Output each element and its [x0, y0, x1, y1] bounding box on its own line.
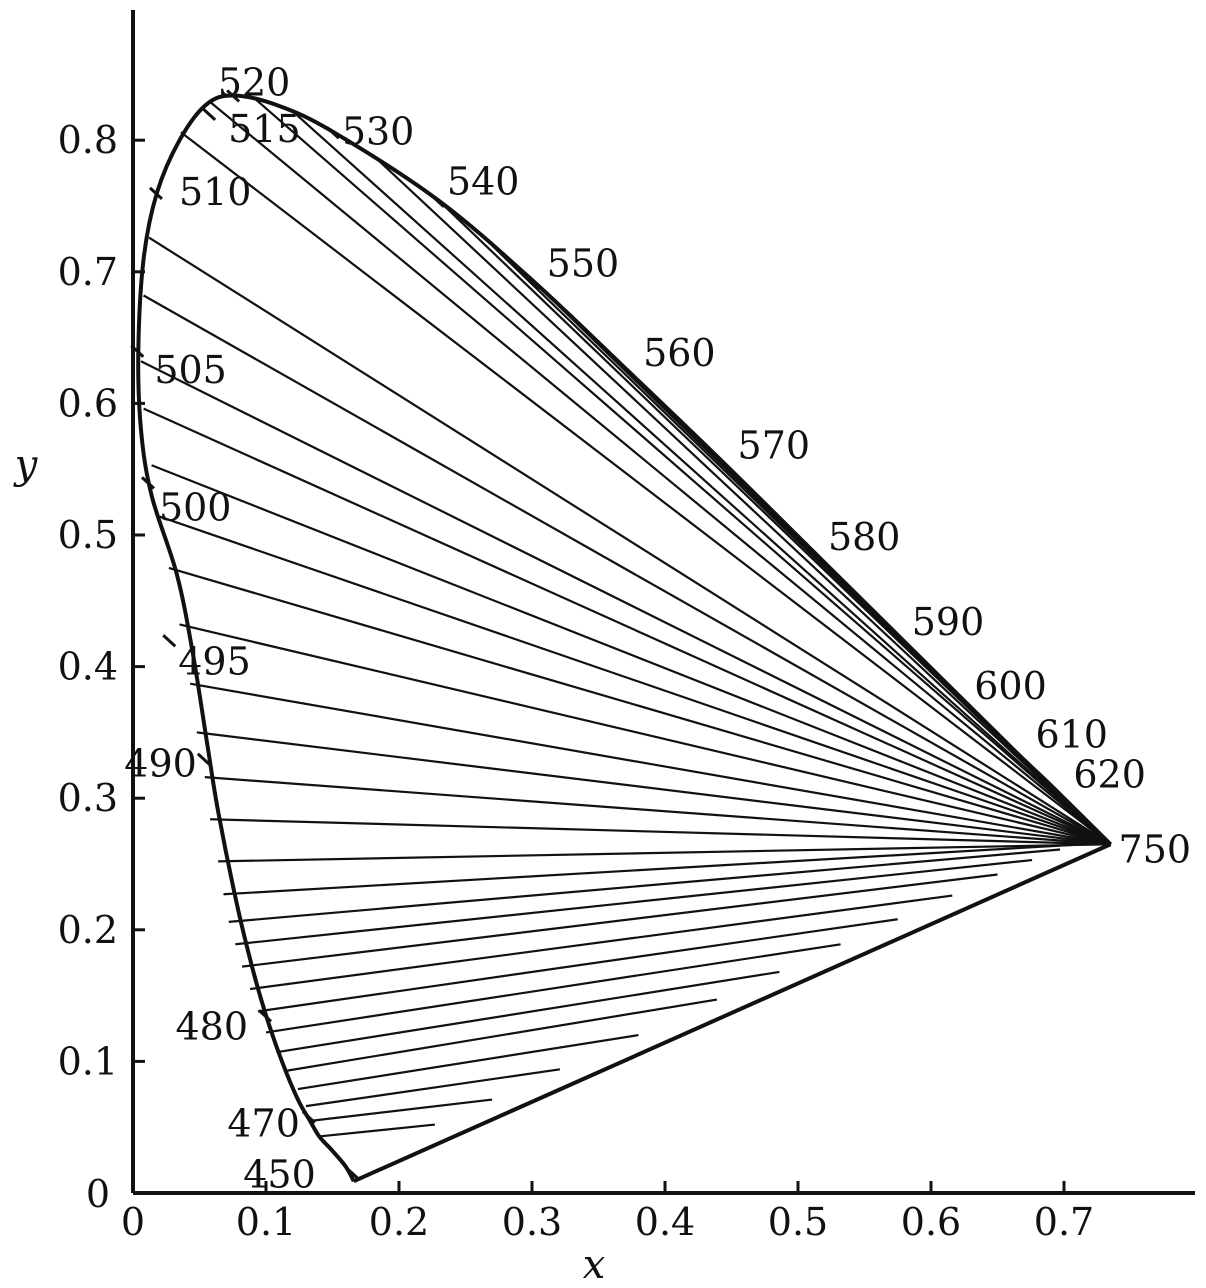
wavelength-label: 515	[228, 107, 301, 151]
wavelength-tick	[148, 186, 163, 200]
wavelength-label: 750	[1119, 827, 1192, 871]
wavelength-label: 590	[912, 600, 985, 644]
y-tick-label: 0.2	[58, 908, 118, 952]
wavelength-label: 570	[738, 424, 811, 468]
x-tick-label: 0.7	[1034, 1200, 1094, 1244]
wavelength-tick	[621, 365, 636, 379]
wavelength-tick	[430, 194, 445, 208]
fan-line	[319, 1123, 436, 1138]
wavelength-tick	[325, 126, 340, 140]
fan-line	[209, 101, 1112, 846]
wavelength-tick	[257, 1009, 273, 1023]
fan-line	[159, 515, 1111, 846]
x-axis-title: x	[583, 1242, 606, 1288]
y-tick-label: 0.3	[58, 776, 118, 820]
wavelength-label: 490	[124, 742, 197, 786]
y-tick-label: 0.4	[58, 645, 118, 689]
wavelength-label: 510	[179, 170, 252, 214]
y-origin-label: 0	[86, 1172, 110, 1216]
wavelength-label: 520	[218, 60, 291, 104]
wavelength-label: 620	[1073, 753, 1146, 797]
wavelength-label: 470	[227, 1102, 300, 1146]
wavelength-tick	[1045, 781, 1060, 795]
fan-line	[168, 566, 1111, 846]
fan-line	[291, 110, 1112, 846]
spectral-locus-group	[136, 93, 1112, 1183]
wavelength-label: 550	[547, 241, 620, 285]
wavelength-tick	[140, 476, 155, 490]
fan-line	[241, 873, 998, 968]
wavelength-tick	[196, 752, 211, 766]
wavelength-tick	[1009, 747, 1024, 761]
wavelength-label: 610	[1035, 712, 1108, 756]
fan-line	[235, 858, 1033, 946]
wavelength-label: 500	[159, 485, 232, 529]
wavelength-label: 600	[974, 664, 1047, 708]
x-tick-label: 0.2	[369, 1200, 429, 1244]
fan-line	[180, 131, 1112, 846]
wavelength-tick	[345, 1167, 360, 1181]
fan-line	[143, 294, 1112, 846]
fan-line	[276, 970, 780, 1054]
x-tick-label: 0	[121, 1200, 145, 1244]
wavelength-label: 495	[178, 639, 251, 683]
wavelength-label: 560	[643, 331, 716, 375]
purple-line	[352, 842, 1112, 1183]
fan-line	[179, 623, 1111, 846]
wavelength-label: 505	[154, 348, 227, 392]
x-tick-label: 0.6	[901, 1200, 961, 1244]
wavelength-label: 480	[175, 1004, 248, 1048]
wavelength-label: 530	[342, 109, 415, 153]
y-tick-label: 0.6	[58, 381, 118, 425]
fan-line	[257, 918, 898, 1013]
fan-line	[265, 943, 841, 1034]
fan-line	[251, 95, 1112, 846]
fan-line	[249, 894, 953, 991]
y-axis-title: y	[13, 442, 39, 488]
x-tick-label: 0.5	[768, 1200, 828, 1244]
fan-line	[305, 1068, 561, 1108]
wavelength-tick	[130, 344, 145, 358]
fan-line	[223, 843, 1085, 896]
wavelength-tick	[301, 1110, 316, 1124]
axes-group	[131, 10, 1195, 1195]
y-tick-label: 0.8	[58, 118, 118, 162]
x-tick-label: 0.1	[236, 1200, 296, 1244]
wavelength-label: 540	[447, 160, 520, 204]
fan-line	[140, 360, 1112, 846]
fan-line	[287, 998, 718, 1072]
fan-line	[143, 407, 1112, 846]
fan-line	[204, 776, 1111, 846]
y-tick-label: 0.5	[58, 513, 118, 557]
wavelength-tick	[715, 456, 730, 470]
fan-line	[218, 843, 1111, 863]
fan-line	[210, 818, 1111, 846]
y-tick-label: 0.1	[58, 1039, 118, 1083]
fan-line	[151, 464, 1111, 846]
spectral-locus-line	[136, 93, 1112, 1183]
wavelength-label: 580	[828, 515, 901, 559]
wavelength-label: 450	[243, 1152, 316, 1196]
wavelength-tick	[805, 546, 820, 560]
fan-line	[371, 153, 1112, 846]
x-tick-label: 0.3	[502, 1200, 562, 1244]
wavelength-tick	[889, 628, 904, 643]
wavelength-tick	[226, 89, 241, 103]
x-tick-label: 0.4	[635, 1200, 695, 1244]
fan-line	[196, 731, 1111, 846]
wavelength-tick	[956, 694, 971, 708]
fan-line	[297, 1033, 639, 1091]
fan-line	[312, 1098, 493, 1122]
tick-labels-group: 0 0.1 0.2 0.3 0.4 0.5 0.6 0.7 0.1 0.2 0.3 0.4 0.5 0.6…	[58, 118, 1095, 1244]
fan-line	[148, 236, 1112, 846]
wavelength-tick	[202, 107, 217, 121]
wavelength-tick	[162, 634, 177, 648]
fan-line	[228, 848, 1061, 923]
fan-line	[190, 682, 1111, 846]
wavelength-tick	[526, 276, 541, 290]
y-tick-label: 0.7	[58, 250, 118, 294]
